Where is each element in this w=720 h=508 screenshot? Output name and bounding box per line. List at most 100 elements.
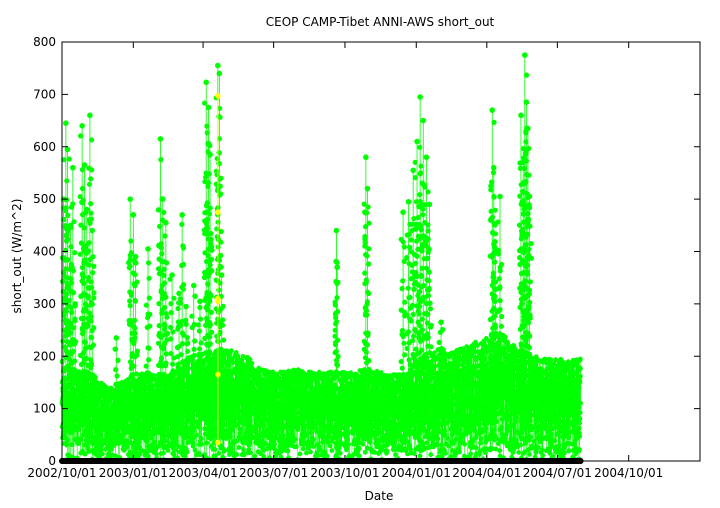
data-point [516,450,522,455]
data-point [357,453,362,459]
data-point [159,432,165,438]
data-point [205,386,211,391]
data-point [88,412,94,418]
data-point [458,427,463,433]
data-point [487,347,493,352]
data-point [494,419,499,424]
data-point [440,421,446,427]
data-point [82,451,88,457]
data-point [131,423,137,429]
data-point [476,420,482,425]
data-point [137,452,143,457]
data-point [410,411,415,417]
data-point [307,408,313,414]
data-point [466,359,472,364]
data-point [105,429,111,435]
data-point [432,364,438,369]
data-point [226,363,231,369]
data-point [237,379,243,385]
data-point [197,452,203,458]
data-point [491,359,497,365]
data-point [137,444,143,450]
data-point [109,446,114,452]
data-point [496,395,501,401]
data-point [221,449,227,454]
data-point [261,423,267,429]
data-point [337,450,343,456]
data-point [453,373,458,378]
data-point [144,438,150,444]
data-point [377,430,383,436]
data-point [238,384,244,390]
data-point [89,424,95,430]
data-point [222,422,228,428]
data-point [78,437,84,442]
data-point [155,444,161,449]
data-point [262,441,268,447]
data-point [247,441,253,446]
data-point [114,417,120,422]
data-point [356,446,362,451]
data-point [172,382,178,387]
data-point [100,451,105,457]
data-point [174,434,179,440]
data-point [527,379,533,385]
data-point [384,448,390,454]
data-point [148,435,154,441]
data-point [237,430,243,436]
data-point [499,424,504,430]
data-point [114,405,120,410]
data-point [183,384,189,390]
data-point [367,439,373,445]
data-point [204,440,210,446]
data-point [505,417,510,423]
data-point [80,413,86,418]
data-point [84,389,90,395]
data-point [177,388,183,394]
data-point [443,398,448,404]
data-point [216,450,222,456]
data-point [280,433,286,438]
data-point [345,431,351,436]
data-point [124,444,130,450]
data-point [360,441,366,447]
data-point [191,428,197,434]
data-point [241,452,247,458]
chart-title: CEOP CAMP-Tibet ANNI-AWS short_out [266,15,495,29]
data-point [199,441,205,447]
data-point [229,446,235,452]
data-point [142,426,147,432]
data-point [304,450,309,456]
data-point [319,405,324,410]
data-point [362,449,368,455]
data-point [405,451,410,457]
data-point [211,382,217,388]
data-point [172,408,178,414]
data-point [151,439,157,445]
data-point [189,415,194,420]
data-point [148,422,153,428]
data-point [151,373,157,378]
data-point [417,453,423,459]
data-point [532,425,537,430]
data-point [346,442,352,447]
data-point [414,383,420,389]
data-point [247,423,253,429]
data-point [177,402,183,407]
data-point [505,428,511,434]
data-point [125,417,130,423]
data-point [76,369,82,375]
data-point [297,451,303,457]
data-point [478,440,483,446]
data-point [423,418,429,424]
data-point [94,402,100,407]
data-point [99,443,104,449]
data-point [184,449,190,455]
data-point [276,375,282,381]
data-point [539,447,545,453]
data-point [435,436,441,442]
data-point [425,430,431,435]
data-point [499,363,505,369]
data-point [161,450,166,456]
y-axis-label: short_out (W/m^2) [10,199,24,314]
